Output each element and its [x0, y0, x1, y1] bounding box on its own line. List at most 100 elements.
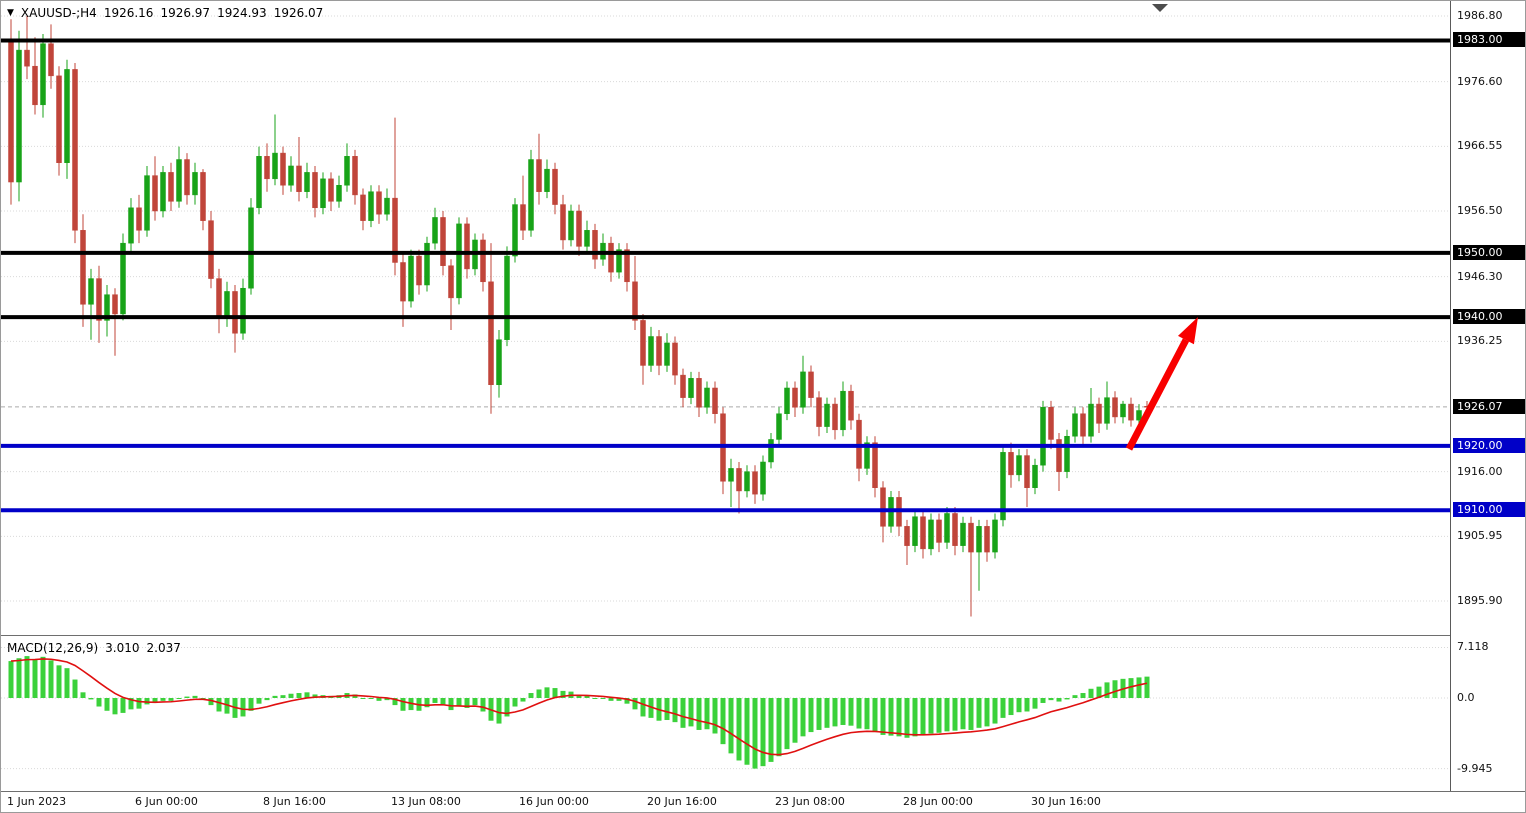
candle: [64, 59, 70, 179]
chart-shift-marker-icon[interactable]: [1152, 4, 1168, 12]
candle: [40, 34, 46, 118]
candle: [592, 223, 598, 269]
time-axis-separator: [1, 791, 1525, 792]
candle: [1064, 429, 1070, 479]
current-price-badge: 1926.07: [1453, 398, 1525, 414]
candle: [504, 246, 510, 347]
candle: [368, 185, 374, 228]
candle: [448, 259, 454, 331]
candle: [968, 516, 974, 617]
candle: [176, 146, 182, 208]
candle: [488, 243, 494, 414]
candle: [928, 513, 934, 556]
candle: [224, 281, 230, 327]
candle: [416, 249, 422, 295]
candle: [152, 156, 158, 221]
time-axis-label: 6 Jun 00:00: [135, 795, 198, 808]
candle: [256, 146, 262, 215]
candle: [480, 233, 486, 292]
collapse-panel-icon[interactable]: ▼: [7, 8, 14, 18]
candle: [920, 510, 926, 559]
ohlc-open: 1926.16: [103, 6, 154, 20]
candle: [840, 381, 846, 437]
candle: [728, 458, 734, 508]
candle: [808, 365, 814, 408]
price-line-badge: 1920.00: [1453, 437, 1525, 453]
candle: [72, 62, 78, 244]
candle: [680, 368, 686, 408]
candle: [912, 510, 918, 553]
candle: [584, 220, 590, 253]
candle: [320, 172, 326, 215]
candle: [264, 143, 270, 192]
macd-signal-line: [10, 658, 1148, 756]
candle: [864, 436, 870, 475]
candle: [1088, 387, 1094, 443]
candle: [1032, 458, 1038, 495]
candle: [976, 519, 982, 591]
candle: [608, 236, 614, 282]
macd-histogram: [8, 656, 1150, 769]
time-axis-label: 20 Jun 16:00: [647, 795, 717, 808]
candle: [240, 278, 246, 340]
candle: [1120, 400, 1126, 424]
price-scale-label: 1905.95: [1457, 529, 1503, 543]
candle: [360, 188, 366, 231]
candle: [456, 217, 462, 305]
time-scale[interactable]: 1 Jun 2023 6 Jun 00:00 8 Jun 16:00 13 Jun 0…: [1, 792, 1450, 812]
price-scale-label: 1946.30: [1457, 269, 1503, 283]
candle: [648, 326, 654, 372]
main-chart-canvas[interactable]: [1, 1, 1450, 635]
price-line-badge: 1940.00: [1453, 309, 1525, 325]
candle: [712, 381, 718, 424]
time-axis-label: 23 Jun 08:00: [775, 795, 845, 808]
candle: [760, 455, 766, 501]
time-axis-label: 16 Jun 00:00: [519, 795, 589, 808]
time-axis-label: 1 Jun 2023: [7, 795, 67, 808]
candle: [328, 172, 334, 211]
candle: [616, 243, 622, 279]
candle: [960, 516, 966, 553]
price-scale-label: 1956.50: [1457, 203, 1503, 217]
price-line-badge: 1983.00: [1453, 32, 1525, 48]
candle: [568, 204, 574, 247]
macd-pane-canvas[interactable]: [1, 637, 1450, 791]
candle: [496, 330, 502, 398]
candle: [8, 19, 14, 205]
price-scale-label: 1986.80: [1457, 9, 1503, 22]
candle: [528, 149, 534, 237]
pane-separator[interactable]: [1, 635, 1525, 636]
candle: [744, 465, 750, 498]
candle: [216, 268, 222, 334]
candle: [48, 24, 54, 89]
candle: [56, 66, 62, 176]
candle: [656, 330, 662, 376]
candle: [944, 507, 950, 549]
candle: [1008, 442, 1014, 488]
price-scale-label: 1916.00: [1457, 464, 1503, 478]
candle: [88, 268, 94, 340]
candle: [248, 198, 254, 295]
candle: [1112, 391, 1118, 424]
candle: [16, 30, 22, 202]
candle: [120, 233, 126, 321]
candle: [1056, 433, 1062, 491]
macd-indicator-label: MACD(12,26,9): [7, 641, 99, 655]
candle: [560, 194, 566, 250]
candle: [184, 153, 190, 205]
time-axis-label: 28 Jun 00:00: [903, 795, 973, 808]
candle: [720, 407, 726, 495]
candle: [440, 210, 446, 276]
trend-arrow[interactable]: [1125, 317, 1198, 451]
candle: [376, 185, 382, 224]
price-scale[interactable]: 1986.80 1976.60 1966.55 1956.50 1946.30 1936.…: [1451, 1, 1525, 791]
candle: [352, 149, 358, 205]
candle: [800, 355, 806, 414]
time-axis-label: 8 Jun 16:00: [263, 795, 326, 808]
macd-scale-label: 7.118: [1457, 640, 1489, 654]
horizontal-lines-layer[interactable]: [1, 38, 1450, 513]
ohlc-high: 1926.97: [160, 6, 211, 20]
price-scale-label: 1966.55: [1457, 139, 1503, 153]
candle: [200, 169, 206, 231]
